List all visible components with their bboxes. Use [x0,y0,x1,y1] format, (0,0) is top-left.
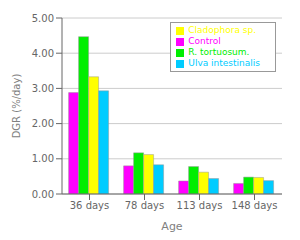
svg-text:36 days: 36 days [70,200,110,211]
svg-text:3.00: 3.00 [32,83,54,94]
html-text:R. tortuosum.: R. tortuosum. [188,47,250,57]
svg-text:78 days: 78 days [125,200,165,211]
html-text:Ulva intestinalis: Ulva intestinalis [188,58,260,68]
svg-text:4.00: 4.00 [32,48,54,59]
html-text:Cladophora sp.: Cladophora sp. [188,25,257,35]
svg-text:148 days: 148 days [232,200,278,211]
html-text:Control: Control [188,36,221,46]
svg-text:1.00: 1.00 [32,153,54,164]
svg-text:0.00: 0.00 [32,189,54,200]
svg-text:DGR (%/day): DGR (%/day) [11,74,22,139]
svg-text:2.00: 2.00 [32,118,54,129]
svg-text:Age: Age [161,220,183,232]
svg-text:5.00: 5.00 [32,13,54,24]
svg-text:113 days: 113 days [177,200,223,211]
